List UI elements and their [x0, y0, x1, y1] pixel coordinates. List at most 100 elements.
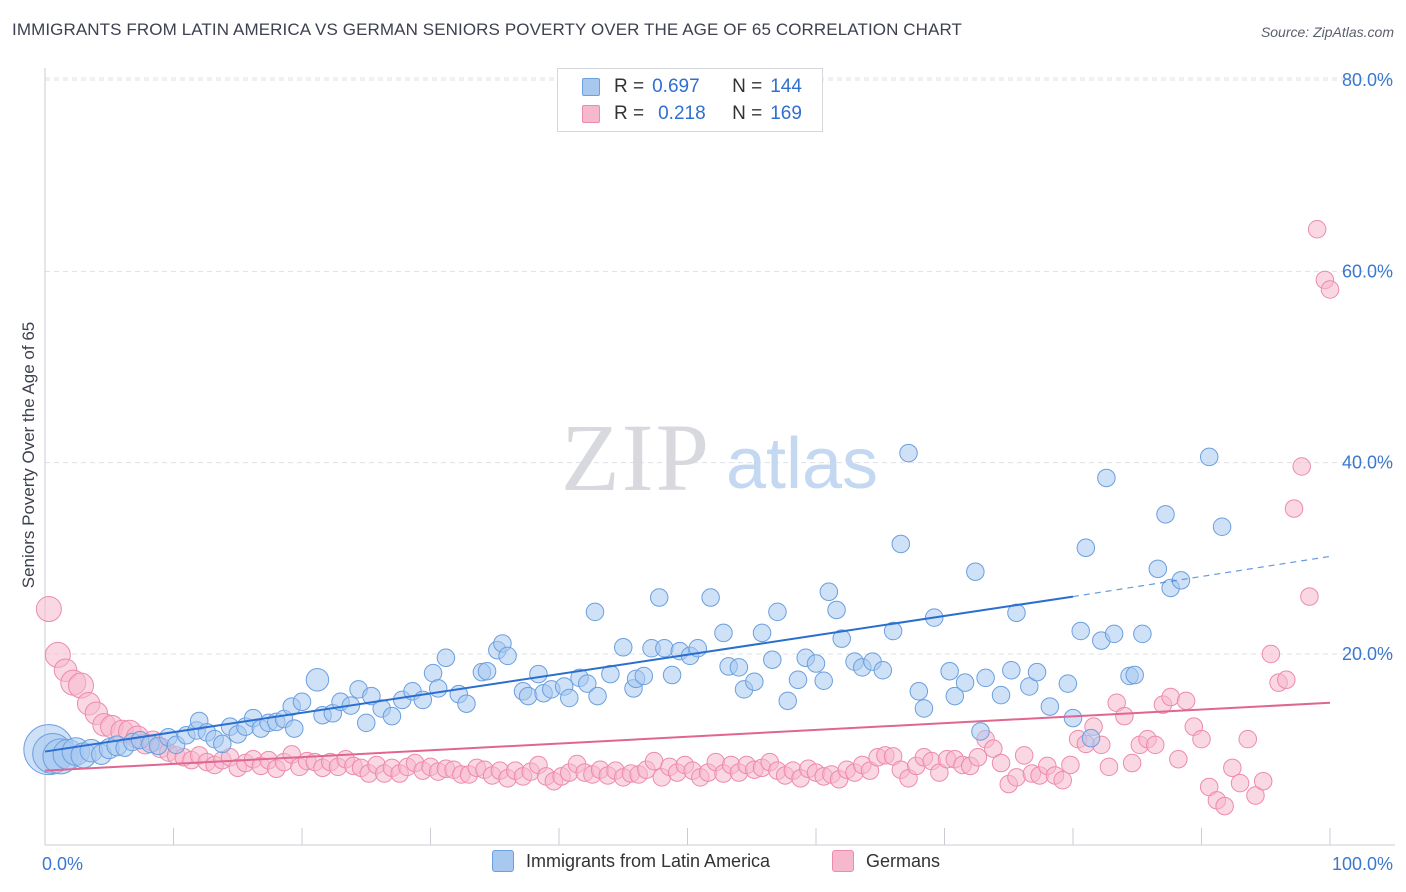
latin-america-points — [23, 443, 1232, 776]
chart-title: IMMIGRANTS FROM LATIN AMERICA VS GERMAN … — [12, 20, 963, 39]
x-tick-label: 100.0% — [1332, 854, 1393, 874]
germans-point — [35, 596, 62, 623]
latin-america-point — [752, 623, 772, 643]
latin-america-point — [745, 672, 764, 691]
legend-r-label: R = — [614, 76, 645, 97]
germans-points — [35, 219, 1340, 816]
germans-point — [1169, 749, 1188, 769]
latin-america-point — [778, 691, 797, 711]
latin-america-point — [729, 658, 749, 677]
latin-america-point — [714, 623, 733, 643]
latin-america-point — [955, 673, 975, 692]
latin-america-point — [1133, 624, 1152, 644]
latin-america-point — [578, 674, 597, 693]
latin-america-point — [966, 562, 985, 581]
latin-america-point — [1063, 708, 1083, 728]
latin-america-point — [883, 621, 903, 641]
legend-row-latin-america: R = 0.697 N = 144 — [582, 76, 802, 98]
germans-point — [1122, 753, 1142, 773]
germans-point — [1161, 687, 1180, 707]
latin-america-point — [477, 661, 497, 681]
latin-america-trend-line — [44, 595, 1074, 753]
latin-america-point — [891, 534, 911, 554]
germans-point — [1284, 499, 1304, 518]
latin-america-trend-extension — [1072, 555, 1331, 598]
watermark-zip: ZIP — [561, 404, 711, 511]
latin-america-point — [357, 713, 376, 733]
latin-america-point — [382, 706, 402, 726]
latin-america-point — [588, 686, 607, 706]
legend-r-value: 0.697 — [652, 76, 700, 97]
legend-r-label: R = — [614, 103, 645, 124]
legend-swatch-pink — [582, 105, 600, 123]
latin-america-point — [976, 668, 995, 688]
germans-point — [1223, 758, 1242, 778]
source-label: Source: ZipAtlas.com — [1260, 24, 1394, 40]
bottom-legend-label-germans: Germans — [866, 850, 941, 871]
latin-america-point — [814, 671, 833, 691]
latin-america-point — [1125, 665, 1144, 685]
latin-america-point — [909, 682, 929, 701]
latin-america-point — [498, 646, 517, 666]
germans-point — [644, 751, 664, 771]
latin-america-point — [1171, 571, 1191, 590]
y-tick-label: 20.0% — [1342, 644, 1393, 664]
latin-america-point — [1212, 517, 1232, 537]
germans-point — [1261, 644, 1281, 664]
legend-swatch-blue — [582, 78, 600, 96]
latin-america-point — [428, 679, 448, 698]
correlation-legend: R = 0.697 N = 144 R = 0.218 N = 169 — [557, 68, 823, 132]
latin-america-point — [1002, 660, 1021, 680]
germans-point — [968, 748, 988, 767]
latin-america-point — [832, 629, 851, 648]
y-axis-label: Seniors Poverty Over the Age of 65 — [19, 322, 38, 588]
legend-n-value: 144 — [770, 76, 802, 97]
latin-america-point — [1020, 677, 1039, 696]
germans-point — [1307, 219, 1327, 239]
legend-n-label: N = — [732, 103, 763, 124]
legend-n-label: N = — [732, 76, 763, 97]
latin-america-point — [819, 582, 839, 602]
germans-point — [1014, 746, 1034, 765]
latin-america-point — [529, 664, 548, 684]
latin-america-point — [763, 650, 782, 669]
latin-america-point — [1104, 624, 1124, 644]
y-tick-label: 80.0% — [1342, 70, 1393, 90]
bottom-legend-latin-america: Immigrants from Latin America — [492, 850, 770, 872]
latin-america-point — [1148, 559, 1168, 579]
latin-america-point — [788, 670, 808, 690]
germans-point — [1292, 457, 1311, 476]
latin-america-point — [899, 443, 918, 463]
latin-america-point — [285, 719, 304, 738]
axes — [44, 68, 1395, 846]
tick-labels: 20.0% 40.0% 60.0% 80.0% 0.0% 100.0% — [42, 70, 1393, 874]
germans-point — [1115, 706, 1134, 726]
latin-america-point — [655, 638, 674, 658]
latin-america-point — [806, 654, 826, 673]
latin-america-point — [701, 588, 720, 607]
latin-america-point — [362, 686, 381, 706]
latin-america-point — [560, 688, 579, 708]
latin-america-point — [1081, 728, 1101, 748]
germans-point — [1061, 755, 1080, 775]
latin-america-point — [1097, 468, 1116, 488]
latin-america-point — [1040, 697, 1060, 716]
germans-point — [1246, 786, 1265, 805]
germans-point — [1253, 771, 1273, 791]
latin-america-point — [436, 648, 456, 668]
latin-america-point — [213, 734, 232, 754]
latin-america-point — [971, 722, 990, 741]
latin-america-point — [649, 588, 669, 607]
germans-trend-line — [44, 701, 1331, 772]
germans-point — [1053, 771, 1072, 790]
germans-point — [1277, 670, 1296, 690]
bottom-legend-label-latin-america: Immigrants from Latin America — [526, 850, 771, 871]
latin-america-point — [1071, 621, 1090, 641]
y-tick-label: 40.0% — [1342, 453, 1393, 473]
latin-america-point — [518, 686, 538, 706]
germans-point — [1300, 587, 1319, 606]
latin-america-point — [662, 665, 682, 685]
germans-point — [1099, 757, 1119, 777]
latin-america-point — [634, 666, 654, 686]
